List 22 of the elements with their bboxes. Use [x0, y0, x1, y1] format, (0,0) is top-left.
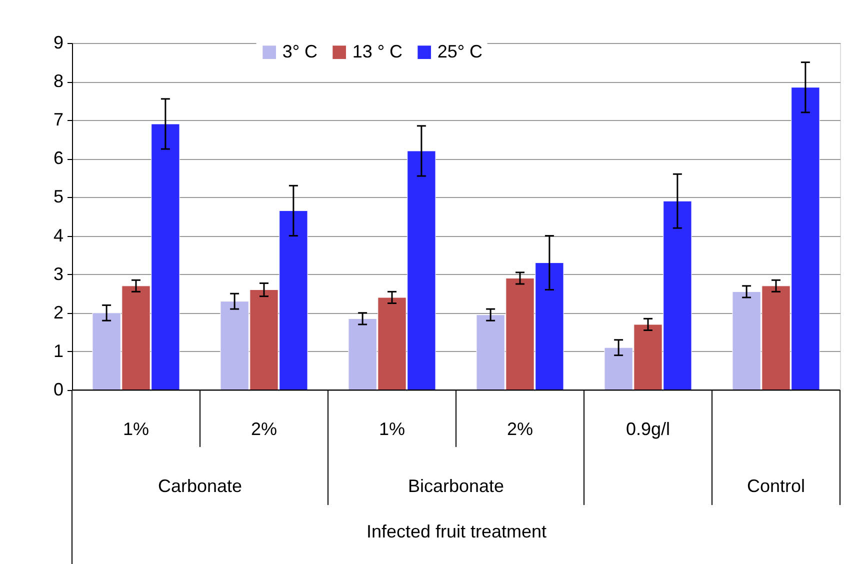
- y-tick-label: 5: [53, 186, 64, 207]
- x-tick-label: 1%: [122, 419, 150, 439]
- x-axis-title: Infected fruit treatment: [366, 522, 547, 542]
- y-tick-label: 8: [53, 71, 64, 92]
- y-tick-label: 1: [53, 340, 64, 361]
- legend-label: 25° C: [437, 41, 483, 62]
- x-tick-label: 2%: [250, 419, 278, 439]
- y-tick-label: 6: [53, 148, 64, 168]
- y-tick-label: 0: [53, 380, 64, 400]
- y-tick-label: 2: [53, 302, 64, 322]
- x-tick-label: 1%: [378, 419, 406, 439]
- text: Bicarbonate: [408, 476, 504, 496]
- x-tick-label: 0.9g/l: [626, 419, 670, 439]
- y-tick-label: 3: [53, 264, 64, 284]
- legend-label: 13 ° C: [352, 41, 403, 62]
- text: Carbonate: [158, 476, 242, 496]
- x-tick-label: 2%: [506, 419, 534, 439]
- y-tick-label: 4: [53, 225, 64, 246]
- text: Control: [746, 476, 806, 496]
- y-tick-label: 9: [53, 32, 64, 52]
- legend-label: 3° C: [282, 41, 318, 62]
- y-tick-label: 7: [53, 110, 64, 130]
